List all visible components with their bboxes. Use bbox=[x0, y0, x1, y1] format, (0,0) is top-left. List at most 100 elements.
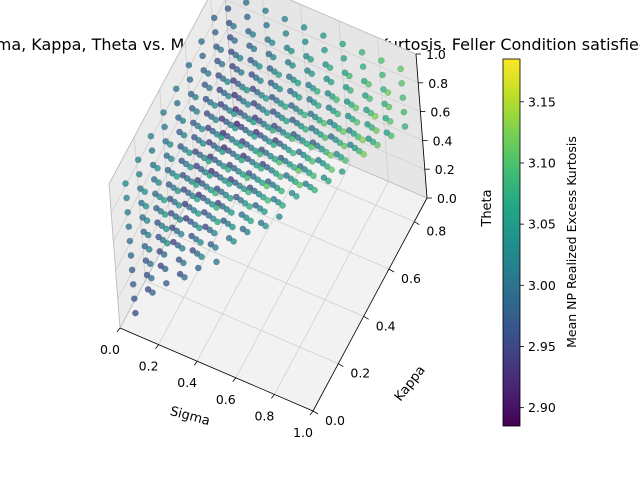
scatter-point bbox=[214, 218, 221, 226]
scatter-point bbox=[361, 92, 369, 99]
scatter-point bbox=[126, 237, 134, 245]
scatter-point bbox=[270, 195, 278, 203]
scatter-point bbox=[175, 256, 183, 264]
y-tick-mark bbox=[388, 268, 395, 273]
y-tick-label: 0.4 bbox=[376, 318, 396, 333]
scatter-point bbox=[290, 76, 297, 84]
z-tick-label: 1.0 bbox=[426, 47, 446, 62]
scatter-point bbox=[174, 187, 182, 195]
scatter-point bbox=[248, 71, 255, 78]
scatter-point bbox=[308, 124, 316, 132]
scatter-point bbox=[350, 130, 358, 137]
scatter-point bbox=[180, 259, 187, 267]
scatter-point bbox=[232, 51, 239, 59]
scatter-point bbox=[226, 34, 234, 41]
x-tick-mark bbox=[232, 377, 237, 383]
scatter-point bbox=[242, 126, 249, 134]
scatter-point bbox=[224, 5, 232, 12]
scatter-point bbox=[360, 150, 368, 158]
scatter-point bbox=[144, 231, 152, 239]
scatter-point bbox=[124, 208, 131, 216]
scatter-point bbox=[203, 183, 210, 190]
z-gridline-back bbox=[225, 0, 419, 84]
x-gridline-floor bbox=[158, 131, 273, 345]
z-gridline-back bbox=[229, 57, 423, 141]
scatter-point bbox=[382, 114, 390, 122]
scatter-point bbox=[211, 156, 219, 164]
scatter-point bbox=[161, 123, 168, 131]
scatter-point bbox=[196, 151, 204, 159]
scatter-point bbox=[399, 94, 407, 101]
scatter-point bbox=[213, 130, 221, 138]
scatter-point bbox=[164, 239, 171, 247]
y-tick-label: 0.8 bbox=[426, 224, 446, 239]
scatter-point bbox=[212, 116, 220, 124]
scatter-point bbox=[247, 56, 254, 64]
scatter-point bbox=[297, 122, 305, 130]
scatter-point bbox=[328, 166, 336, 173]
scatter-point bbox=[182, 215, 190, 222]
scatter-point bbox=[359, 136, 366, 144]
scatter-point bbox=[253, 88, 261, 96]
scatter-point bbox=[261, 208, 268, 215]
scatter-point bbox=[273, 97, 280, 104]
scatter-point bbox=[307, 110, 315, 118]
scatter-point bbox=[278, 187, 285, 195]
scatter-point bbox=[207, 186, 215, 194]
scatter-point bbox=[160, 251, 168, 258]
scatter-point bbox=[288, 102, 295, 109]
scatter-point bbox=[386, 118, 394, 125]
scatter-point bbox=[267, 152, 274, 160]
x-gridline-floor bbox=[274, 181, 389, 395]
scatter-point bbox=[142, 257, 150, 264]
scatter-point bbox=[144, 286, 152, 293]
scatter-point bbox=[398, 80, 406, 87]
scatter-point bbox=[337, 153, 345, 161]
scatter-point bbox=[205, 138, 213, 146]
scatter-point bbox=[270, 141, 278, 149]
scatter-point bbox=[313, 142, 321, 150]
scatter-point bbox=[205, 157, 213, 165]
scatter-point bbox=[183, 175, 191, 182]
scatter-point bbox=[236, 182, 243, 190]
scatter-point bbox=[397, 65, 404, 73]
colorbar-tick-label: 3.10 bbox=[528, 155, 556, 170]
scatter-point bbox=[286, 87, 294, 95]
scatter-point bbox=[243, 13, 251, 21]
scatter-point bbox=[201, 81, 209, 88]
x-axis-label: Sigma bbox=[168, 404, 211, 429]
scatter-point bbox=[246, 203, 253, 210]
scatter-point bbox=[341, 142, 348, 150]
scatter-point bbox=[216, 174, 224, 181]
scatter-point bbox=[231, 124, 239, 132]
scatter-point bbox=[222, 191, 230, 199]
scatter-point bbox=[180, 131, 188, 139]
scatter-point bbox=[274, 198, 282, 206]
scatter-point bbox=[163, 152, 171, 159]
scatter-point bbox=[218, 60, 226, 68]
scatter-point bbox=[189, 192, 197, 200]
scatter-point bbox=[225, 234, 233, 242]
scatter-point bbox=[214, 57, 221, 65]
scatter-point bbox=[153, 204, 160, 212]
scatter-point bbox=[238, 211, 246, 218]
scatter-point bbox=[193, 195, 201, 203]
scatter-point bbox=[235, 168, 242, 175]
scatter-point bbox=[312, 128, 320, 135]
scatter-point bbox=[257, 165, 265, 172]
scatter-point bbox=[252, 74, 260, 81]
scatter-point bbox=[149, 161, 157, 169]
z-tick-label: 0.2 bbox=[435, 162, 455, 177]
scatter-point bbox=[268, 93, 276, 101]
scatter-point bbox=[193, 250, 201, 257]
scatter-point bbox=[294, 79, 302, 87]
scatter-point bbox=[178, 245, 186, 252]
scatter-point bbox=[303, 140, 311, 148]
scatter-point bbox=[343, 98, 351, 105]
floor-pane bbox=[120, 115, 427, 411]
scatter-point bbox=[400, 108, 408, 116]
scatter-point bbox=[132, 309, 139, 317]
scatter-point bbox=[239, 171, 247, 178]
scatter-point bbox=[172, 85, 180, 93]
